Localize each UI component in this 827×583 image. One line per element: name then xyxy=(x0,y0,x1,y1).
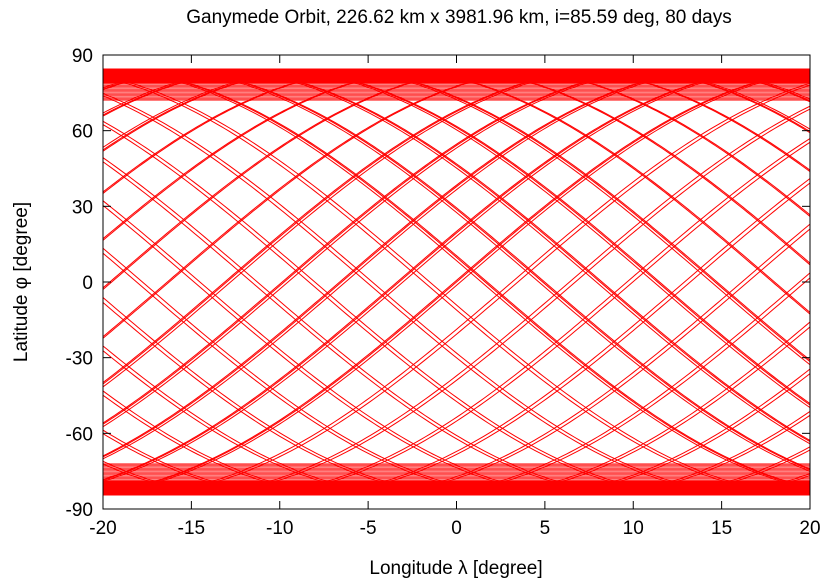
y-tick-label: 0 xyxy=(82,273,93,294)
x-tick-label: -20 xyxy=(89,518,116,539)
ground-track-pass xyxy=(103,68,810,481)
y-tick-label: -90 xyxy=(66,500,93,521)
ground-track-pass xyxy=(103,68,810,361)
y-tick-label: -30 xyxy=(66,349,93,370)
ground-track-pass xyxy=(103,70,810,494)
ground-track-pass xyxy=(103,178,810,496)
x-axis-label: Longitude λ [degree] xyxy=(369,558,542,579)
chart-title: Ganymede Orbit, 226.62 km x 3981.96 km, … xyxy=(186,7,732,28)
ground-track-pass xyxy=(103,68,810,480)
ground-track-pass xyxy=(103,76,810,496)
y-tick-label: 60 xyxy=(72,122,93,143)
ground-track-pass xyxy=(103,93,810,496)
ground-track-pass xyxy=(103,68,810,339)
ground-track-pass xyxy=(103,71,810,494)
x-tick-label: 5 xyxy=(540,518,551,539)
ground-track-pass xyxy=(103,200,810,496)
x-tick-label: 15 xyxy=(711,518,732,539)
ground-track-pass xyxy=(103,68,810,488)
ground-track-pass xyxy=(103,68,810,489)
ground-track-pass xyxy=(103,68,810,445)
y-tick-label: -60 xyxy=(66,424,93,445)
ground-track-series xyxy=(103,68,810,496)
x-tick-label: -15 xyxy=(178,518,205,539)
ground-track-pass xyxy=(103,68,810,363)
y-tick-label: 90 xyxy=(72,46,93,67)
x-tick-label: -5 xyxy=(360,518,377,539)
y-axis: -90 -60 -30 0 30 60 90 xyxy=(66,46,810,521)
x-axis: -20 -15 -10 -5 0 5 10 15 20 xyxy=(89,55,821,539)
y-tick-label: 30 xyxy=(72,197,93,218)
ground-track-pass xyxy=(103,68,810,266)
x-tick-label: 0 xyxy=(451,518,462,539)
x-tick-label: 10 xyxy=(623,518,644,539)
ground-track-pass xyxy=(103,108,810,496)
y-axis-label: Latitude φ [degree] xyxy=(11,202,32,362)
x-tick-label: 20 xyxy=(799,518,820,539)
ground-track-pass xyxy=(103,68,810,490)
x-tick-label: -10 xyxy=(266,518,293,539)
ground-track-pass xyxy=(103,70,810,493)
ground-track-pass xyxy=(103,75,810,496)
